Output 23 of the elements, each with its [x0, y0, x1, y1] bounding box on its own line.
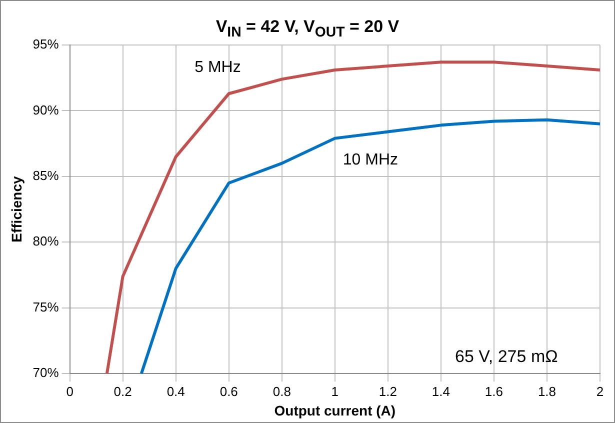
x-tick-label: 0.4 [166, 384, 185, 399]
x-tick-label: 0.2 [114, 384, 132, 399]
x-tick-label: 2 [596, 384, 604, 399]
x-tick-label: 0 [66, 384, 74, 399]
y-tick-label: 85% [32, 168, 60, 184]
y-tick-label: 75% [32, 299, 60, 314]
chart-title: V$_{IN}$ = 42 V, V$_{OUT}$ = 20 V [216, 17, 400, 40]
y-axis-title: Efficiency [8, 176, 24, 242]
x-tick-label: 1 [331, 384, 339, 399]
x-tick-label: 1.2 [378, 384, 397, 399]
x-tick-label: 1.6 [484, 384, 504, 399]
series-label: 10 MHz [342, 152, 398, 169]
x-tick-label: 0.6 [220, 384, 238, 399]
y-tick-label: 95% [32, 36, 60, 52]
x-tick-label: 1.4 [432, 384, 450, 399]
y-tick-label: 70% [32, 365, 60, 380]
y-tick-label: 90% [32, 102, 60, 118]
x-tick-label: 1.8 [538, 384, 556, 399]
y-tick-label: 80% [32, 234, 60, 249]
annotation: 65 V, 275 mΩ [455, 346, 558, 366]
x-axis-title: Output current (A) [274, 402, 396, 418]
x-tick-label: 0.8 [272, 384, 291, 399]
series-label: 5 MHz [194, 59, 241, 76]
